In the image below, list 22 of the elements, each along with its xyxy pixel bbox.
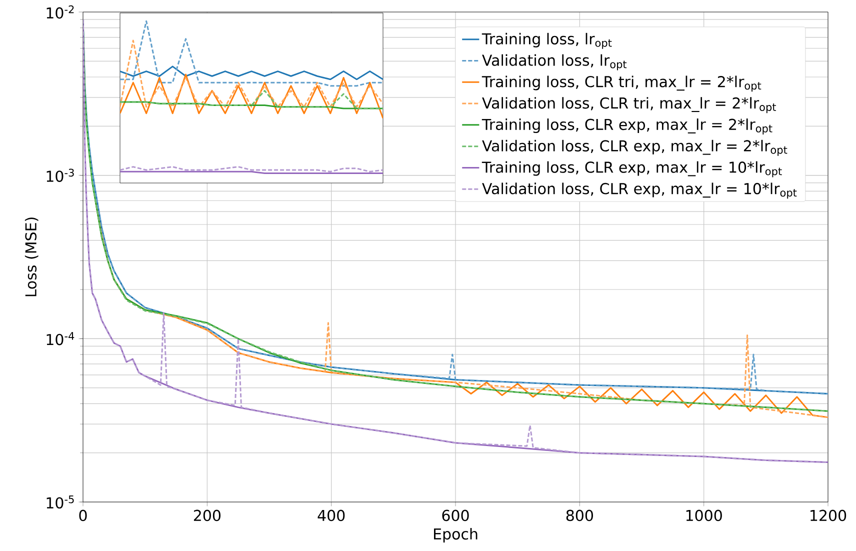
x-tick-label: 0 <box>79 510 87 522</box>
legend-label: Validation loss, CLR exp, max_lr = 10*lr$_{opt}$ <box>482 182 797 199</box>
line-series <box>100 234 828 418</box>
x-axis-title: Epoch <box>434 528 478 543</box>
legend-label: Validation loss, CLR exp, max_lr = 2*lr$_{opt}$ <box>482 140 788 156</box>
legend-label: Training loss, CLR exp, max_lr = 10*lr$_{opt}$ <box>482 161 782 178</box>
x-tick-label: 1200 <box>810 510 846 522</box>
y-axis-title: Loss (MSE) <box>24 218 38 296</box>
y-tick-label: 10$^{-4}$ <box>46 332 74 346</box>
y-tick-label: 10$^{-2}$ <box>46 5 74 19</box>
x-tick-label: 1000 <box>686 510 722 522</box>
x-tick-label: 200 <box>194 510 220 522</box>
legend-label: Validation loss, CLR tri, max_lr = 2*lr$_{opt}$ <box>482 97 776 114</box>
legend-label: Training loss, CLR tri, max_lr = 2*lr$_{opt}$ <box>482 76 762 92</box>
x-tick-label: 800 <box>566 510 593 522</box>
legend-label: Validation loss, lr$_{opt}$ <box>482 54 627 70</box>
x-tick-label: 600 <box>442 510 469 522</box>
x-tick-label: 400 <box>318 510 345 522</box>
y-tick-label: 10$^{-3}$ <box>46 168 74 182</box>
y-tick-label: 10$^{-5}$ <box>46 495 74 509</box>
legend-label: Training loss, CLR exp, max_lr = 2*lr$_{opt}$ <box>482 118 772 134</box>
legend-label: Training loss, lr$_{opt}$ <box>482 32 612 49</box>
